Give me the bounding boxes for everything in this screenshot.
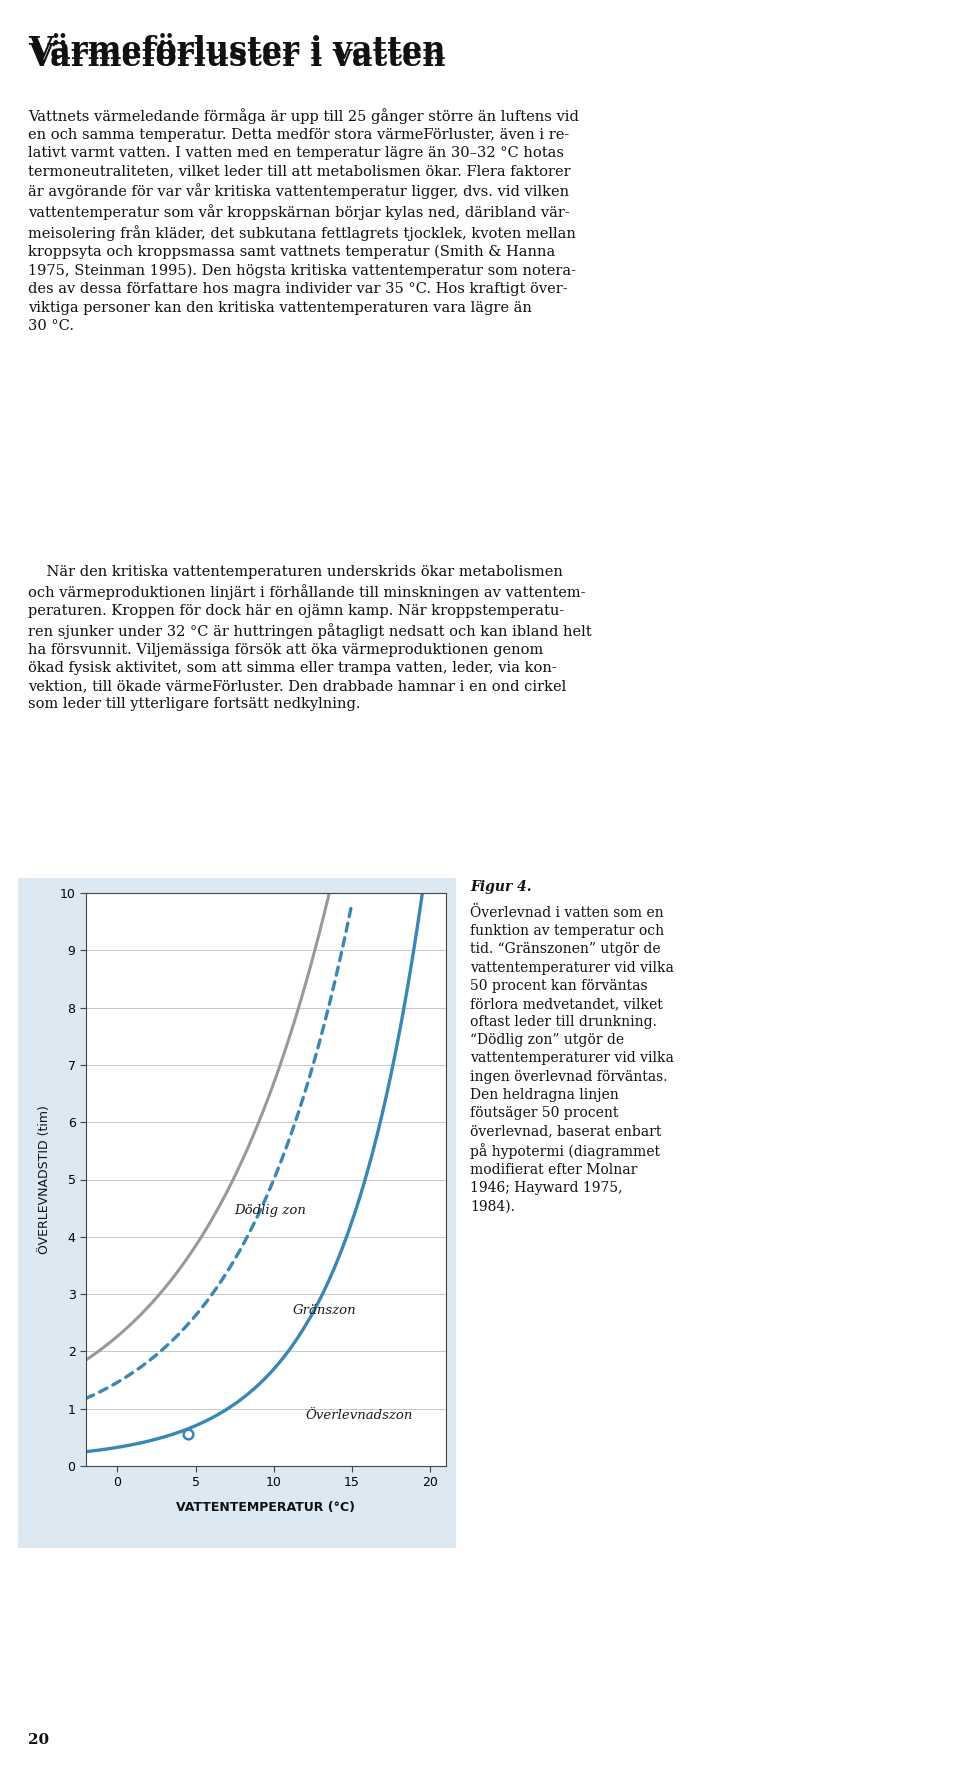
Text: Överlevnadszon: Överlevnadszon <box>305 1409 413 1422</box>
Text: Gränszon: Gränszon <box>293 1305 356 1317</box>
Text: Dödlig zon: Dödlig zon <box>234 1203 306 1218</box>
Y-axis label: ÖVERLEVNADSTID (tim): ÖVERLEVNADSTID (tim) <box>38 1106 52 1253</box>
Text: Vattnets värmeledande förmåga är upp till 25 gånger större än luftens vid
en och: Vattnets värmeledande förmåga är upp til… <box>28 108 579 332</box>
X-axis label: VATTENTEMPERATUR (°C): VATTENTEMPERATUR (°C) <box>177 1500 355 1514</box>
Text: 20: 20 <box>28 1732 49 1747</box>
Text: Värmeförluster i vatten: Värmeförluster i vatten <box>28 36 445 66</box>
Text: När den kritiska vattentemperaturen underskrids ökar metabolismen
och värmeprodu: När den kritiska vattentemperaturen unde… <box>28 564 591 712</box>
Text: Värmeförluster i vatten: Värmeförluster i vatten <box>28 43 445 73</box>
Text: Figur 4.: Figur 4. <box>470 880 532 895</box>
Text: Överlevnad i vatten som en
funktion av temperatur och
tid. “Gränszonen” utgör de: Överlevnad i vatten som en funktion av t… <box>470 905 674 1214</box>
